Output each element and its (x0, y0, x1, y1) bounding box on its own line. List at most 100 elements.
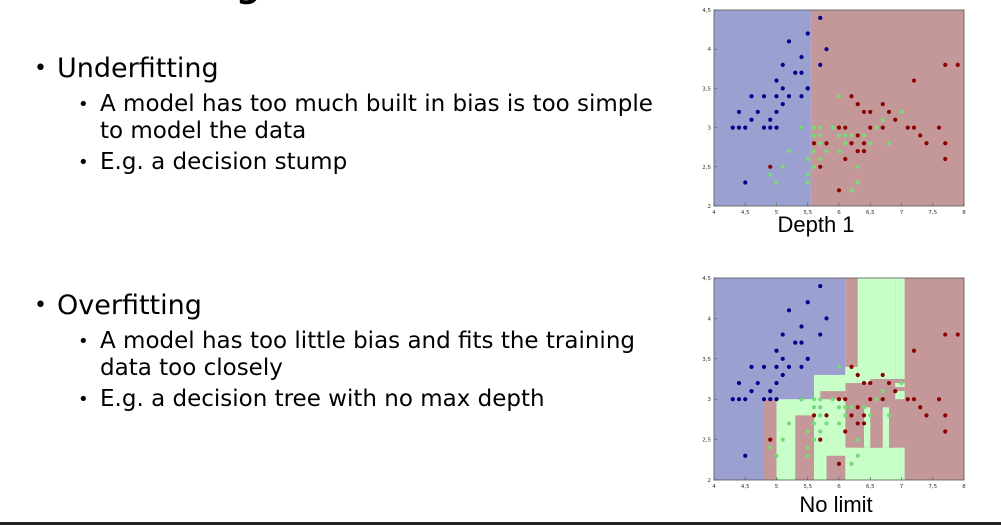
data-point (943, 413, 948, 418)
y-tick-label: 4,5 (702, 8, 711, 14)
y-tick-label: 2 (708, 204, 712, 210)
data-point (768, 397, 773, 402)
data-point (768, 389, 773, 394)
data-point (818, 15, 823, 20)
data-point (855, 437, 860, 442)
decision-region (820, 391, 846, 400)
data-point (768, 117, 773, 122)
data-point (855, 453, 860, 458)
data-point (886, 380, 892, 386)
data-point (755, 380, 760, 386)
data-point (868, 413, 873, 418)
data-point (880, 101, 885, 107)
data-point (924, 413, 929, 418)
data-point (868, 109, 873, 115)
data-point (824, 316, 829, 321)
data-point (799, 364, 804, 369)
data-point (811, 149, 817, 154)
data-point (749, 364, 754, 369)
y-tick-label: 2,5 (702, 438, 711, 444)
data-point (780, 86, 785, 91)
x-tick-label: 5,5 (803, 484, 812, 490)
data-point (786, 364, 792, 369)
y-tick-label: 3,5 (702, 357, 711, 363)
data-point (818, 141, 823, 146)
data-point (849, 133, 854, 138)
data-point (768, 172, 773, 177)
data-point (761, 125, 767, 130)
data-point (849, 94, 854, 99)
data-point (886, 413, 892, 418)
data-point (805, 429, 810, 434)
data-point (893, 117, 898, 122)
data-point (836, 133, 842, 138)
data-point (736, 380, 742, 386)
data-point (811, 421, 817, 426)
data-point (774, 94, 779, 99)
data-point (799, 125, 804, 130)
data-point (849, 141, 854, 146)
data-point (918, 405, 923, 410)
data-point (786, 421, 792, 426)
data-point (868, 397, 873, 402)
x-tick-label: 7 (900, 484, 904, 490)
data-point (774, 180, 779, 185)
data-point (774, 397, 779, 402)
decision-region (845, 447, 905, 480)
sub-bullet-underfitting-definition: A model has too much built in bias is to… (34, 91, 674, 145)
data-point (824, 413, 829, 418)
data-point (893, 389, 898, 394)
data-point (880, 389, 885, 394)
data-point (786, 149, 792, 154)
y-tick-label: 3,5 (702, 86, 711, 92)
data-point (855, 149, 860, 154)
data-point (793, 340, 798, 345)
data-point (811, 405, 817, 410)
data-point (774, 453, 779, 458)
y-tick-label: 3 (708, 126, 712, 132)
slide-title-text: g (236, 0, 261, 6)
y-tick-label: 4,5 (702, 276, 711, 282)
data-point (818, 332, 823, 337)
data-point (855, 421, 860, 426)
data-point (843, 413, 848, 418)
data-point (843, 429, 848, 434)
data-point (768, 445, 773, 450)
data-point (736, 125, 742, 130)
data-point (824, 421, 829, 426)
data-point (799, 324, 804, 329)
data-point (880, 125, 885, 130)
data-point (943, 429, 948, 434)
x-tick-label: 5,5 (803, 210, 812, 216)
decision-region (845, 366, 858, 384)
data-point (768, 437, 773, 442)
data-point (780, 437, 785, 442)
data-point (955, 62, 960, 67)
data-point (805, 445, 810, 450)
data-point (811, 437, 817, 442)
data-point (843, 397, 848, 402)
data-point (836, 188, 842, 193)
data-point (905, 397, 910, 402)
data-point (836, 461, 842, 466)
data-point (805, 31, 810, 36)
data-point (836, 125, 842, 130)
data-point (855, 180, 860, 185)
data-point (780, 372, 785, 378)
decision-region (870, 379, 905, 384)
x-tick-label: 4 (712, 484, 716, 490)
data-point (768, 164, 773, 169)
data-point (861, 405, 867, 410)
data-point (943, 332, 948, 337)
data-point (818, 397, 823, 402)
data-point (824, 47, 829, 52)
data-point (861, 133, 867, 138)
data-point (855, 372, 860, 378)
data-point (861, 109, 867, 115)
decision-region (882, 407, 889, 448)
data-point (818, 283, 823, 289)
data-point (805, 172, 810, 177)
decision-region (857, 278, 896, 384)
data-point (830, 125, 835, 130)
bullet-group-underfitting: Underfitting A model has too much built … (34, 52, 674, 176)
